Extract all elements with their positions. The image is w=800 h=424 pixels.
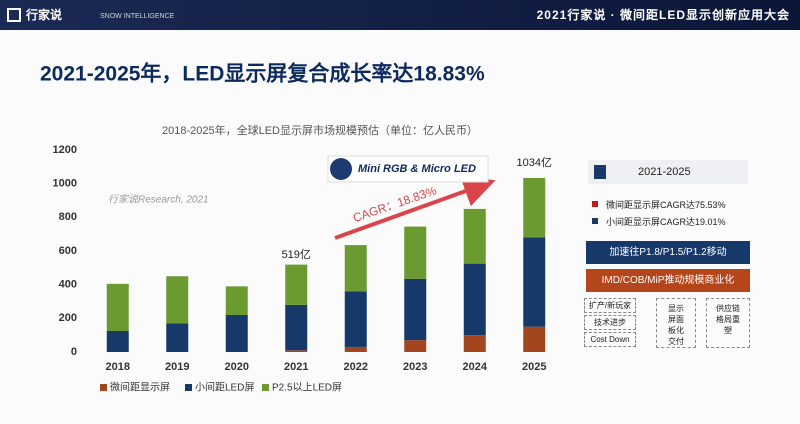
- bar-segment: [404, 278, 427, 341]
- bar-segment: [344, 245, 367, 292]
- bar-segment: [523, 326, 546, 352]
- side-banners: 加速往P1.8/P1.5/P1.2移动 IMD/COB/MiP推动规模商业化: [586, 241, 750, 297]
- x-tick-label: 2021: [284, 361, 308, 373]
- bar-segment: [225, 286, 248, 315]
- x-tick-label: 2018: [106, 361, 130, 373]
- chart-title: 2018-2025年，全球LED显示屏市场规模预估（单位：亿人民币）: [162, 123, 478, 137]
- period: 2021-2025: [638, 166, 691, 178]
- legend-swatch: [185, 384, 192, 391]
- brand: SNOW INTELLIGENCE: [100, 13, 175, 20]
- x-tick-label: 2019: [165, 361, 189, 373]
- logo-text: 行家说: [25, 7, 62, 22]
- bar-segment: [463, 263, 486, 336]
- bar-segment: [463, 335, 486, 352]
- callout-icon: [330, 158, 352, 180]
- bar-segment: [106, 283, 129, 331]
- legend-swatch: [100, 384, 107, 391]
- watermark: 行家说Research, 2021: [108, 194, 209, 206]
- y-tick-label: 1000: [53, 178, 77, 190]
- side-items: 微间距显示屏CAGR达75.53% 小间距显示屏CAGR达19.01%: [592, 198, 752, 232]
- x-tick-label: 2022: [344, 361, 368, 373]
- factor-box: 扩产/新玩家: [584, 298, 636, 313]
- period-icon: [594, 165, 606, 179]
- bar-segment: [523, 177, 546, 238]
- legend-label: P2.5以上LED屏: [272, 382, 342, 394]
- banner: IMD/COB/MiP推动规模商业化: [586, 269, 750, 292]
- bar-segment: [404, 226, 427, 279]
- banner: 加速往P1.8/P1.5/P1.2移动: [586, 241, 750, 264]
- bar-segment: [523, 237, 546, 327]
- bar-segment: [285, 264, 308, 305]
- side-item: 微间距显示屏CAGR达75.53%: [592, 198, 752, 215]
- annotation: 519亿: [282, 248, 311, 261]
- item-text: 微间距显示屏CAGR达75.53%: [606, 200, 726, 210]
- bar-segment: [225, 314, 248, 352]
- legend-label: 小间距LED屏: [195, 381, 254, 394]
- y-tick-label: 200: [59, 312, 77, 324]
- factor-box: 技术进步: [584, 315, 636, 330]
- annotation: Mini RGB & Micro LED: [358, 163, 476, 175]
- item-marker: [592, 201, 598, 207]
- factor-box: Cost Down: [584, 332, 636, 347]
- cagr-arrow: [334, 176, 496, 240]
- x-tick-label: 2023: [403, 361, 427, 373]
- legend-label: 微间距显示屏: [110, 381, 170, 394]
- x-tick-label: 2025: [522, 361, 546, 373]
- bar-segment: [463, 208, 486, 264]
- logo-icon: [7, 8, 21, 22]
- item-marker: [592, 218, 598, 224]
- y-tick-label: 400: [59, 279, 77, 291]
- bar-segment: [285, 304, 308, 351]
- bar-segment: [404, 340, 427, 352]
- bar-segment: [166, 323, 189, 352]
- bar-segment: [106, 330, 129, 352]
- slide-title: 2021-2025年，LED显示屏复合成长率达18.83%: [40, 62, 485, 86]
- side-factors: 扩产/新玩家 技术进步 Cost Down 显示屏面板化交付 供应链格局重塑: [584, 298, 754, 354]
- item-text: 小间距显示屏CAGR达19.01%: [606, 217, 726, 227]
- period-box: 2021-2025: [588, 160, 748, 184]
- bar-segment: [344, 291, 367, 347]
- side-item: 小间距显示屏CAGR达19.01%: [592, 215, 752, 232]
- annotation: 1034亿: [517, 156, 552, 169]
- y-tick-label: 600: [59, 245, 77, 257]
- y-tick-label: 1200: [53, 144, 77, 156]
- bar-segment: [344, 346, 367, 352]
- legend-swatch: [262, 384, 269, 391]
- header-band: [0, 0, 800, 30]
- bar-segment: [285, 350, 308, 352]
- y-tick-label: 0: [71, 346, 77, 358]
- factor-box: 供应链格局重塑: [706, 298, 750, 348]
- callout-box: [327, 155, 489, 183]
- x-tick-label: 2020: [225, 361, 249, 373]
- x-tick-label: 2024: [463, 361, 488, 373]
- bar-segment: [166, 276, 189, 324]
- y-tick-label: 800: [59, 211, 77, 223]
- event-title: 2021行家说 · 微间距LED显示创新应用大会: [537, 7, 790, 22]
- factor-box: 显示屏面板化交付: [656, 298, 696, 348]
